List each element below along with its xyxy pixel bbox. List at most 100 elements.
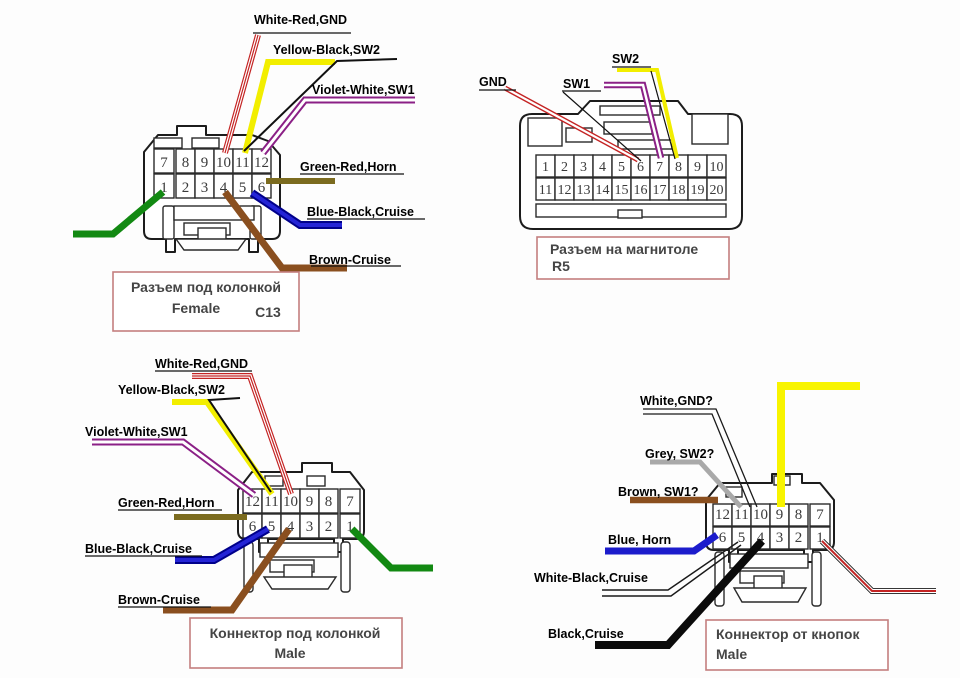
- caption-box: [112, 271, 300, 332]
- wire-label-gnd: White,GND?: [640, 394, 713, 408]
- connector-detail: [191, 137, 220, 149]
- pin-grid: 1 2 3 4 5 6 7 8 9 10 11 12 13 14 15 16 1…: [535, 154, 727, 201]
- pin-number: 3: [580, 160, 587, 175]
- wire-brown-cruise: [222, 189, 347, 272]
- connector-detail: [306, 475, 326, 487]
- caption-subtitle: Male: [274, 645, 305, 661]
- wire-label-cruise-white-black: White-Black,Cruise: [534, 571, 648, 585]
- caption-box: [189, 617, 403, 669]
- pin-number: 6: [249, 519, 257, 535]
- wire-label-sw2: Grey, SW2?: [645, 447, 714, 461]
- wire-red-white-pin1: [819, 538, 936, 594]
- pin-number: 11: [539, 183, 552, 198]
- pin-number: 12: [715, 507, 730, 523]
- pin-number: 12: [558, 183, 572, 198]
- connector-lock: [283, 564, 313, 579]
- pin-number: 16: [634, 183, 648, 198]
- caption-subtitle: R5: [552, 258, 570, 274]
- pin-number: 7: [816, 507, 824, 523]
- wire-label-horn: Green-Red,Horn: [300, 160, 397, 174]
- pin-number: 5: [618, 160, 625, 175]
- pin-cell: [788, 503, 809, 527]
- wire-label-cruise-brown: Brown-Cruise: [309, 253, 391, 267]
- connector-base: [262, 576, 338, 590]
- pin-number: 3: [201, 180, 209, 196]
- connector-detail: [603, 121, 653, 135]
- pin-number: 19: [691, 183, 705, 198]
- pin-grid: 12 11 10 9 8 7 6 5 4 3 2 1: [712, 503, 831, 550]
- caption-title: Разъем на магнитоле: [550, 241, 698, 257]
- pin-number: 2: [561, 160, 568, 175]
- wire-label-sw1: Violet-White,SW1: [85, 425, 188, 439]
- pin-number: 15: [615, 183, 629, 198]
- wire-label-sw1: Violet-White,SW1: [312, 83, 415, 97]
- wire-blue-horn: [605, 532, 719, 555]
- pin-number: 10: [710, 160, 724, 175]
- pin-number: 7: [656, 160, 663, 175]
- connector-radio-r5: 1 2 3 4 5 6 7 8 9 10 11 12 13 14 15 16 1…: [519, 100, 743, 230]
- pin-number: 6: [637, 160, 644, 175]
- connector-base-notch: [617, 209, 643, 219]
- connector-c13-female: 7 8 9 10 11 12 1 2 3 4 5 6: [143, 125, 281, 253]
- wire-green-pin1: [349, 526, 433, 572]
- pin-number: 10: [753, 507, 768, 523]
- wires-column-male: [85, 370, 433, 614]
- pin-number: 1: [816, 530, 824, 546]
- pin-number: 9: [694, 160, 701, 175]
- pin-number: 3: [776, 530, 784, 546]
- wire-white-red-gnd: [222, 34, 261, 154]
- wire-label-gnd: White-Red,GND: [155, 357, 248, 371]
- pin-number: 8: [182, 155, 190, 171]
- wire-label-horn: Blue, Horn: [608, 533, 671, 547]
- pin-number: 12: [254, 155, 269, 171]
- wire-yellow-black-sw2: [242, 58, 398, 154]
- caption-title: Разъем под колонкой: [131, 279, 281, 295]
- wire-green-pin1: [73, 189, 166, 238]
- wire-label-horn: Green-Red,Horn: [118, 496, 215, 510]
- wires-buttons-male: [595, 382, 936, 649]
- pin-number: 11: [734, 507, 748, 523]
- connector-base: [174, 238, 248, 251]
- wire-violet-white-sw1: [260, 96, 415, 156]
- connector-detail: [527, 117, 563, 147]
- wire-label-sw1: SW1: [563, 77, 590, 91]
- wires-c13-female: [73, 32, 425, 272]
- caption-box: [705, 619, 889, 671]
- pin-cell: [153, 148, 175, 174]
- wire-violet-white-sw1: [92, 438, 257, 498]
- pin-number: 4: [287, 519, 295, 535]
- connector-detail: [153, 137, 183, 149]
- connector-latch: [162, 205, 175, 240]
- wire-gnd: [503, 85, 642, 163]
- wire-white-gnd: [643, 408, 758, 508]
- caption-title: Коннектор под колонкой: [210, 625, 381, 641]
- wire-label-cruise-blue: Blue-Black,Cruise: [85, 542, 192, 556]
- caption-subtitle: Female: [172, 300, 220, 316]
- pin-number: 17: [653, 183, 667, 198]
- pin-cell: [788, 526, 809, 550]
- pin-number: 18: [672, 183, 686, 198]
- pin-number: 4: [599, 160, 606, 175]
- pin-number: 3: [306, 519, 314, 535]
- wire-label-cruise-blue: Blue-Black,Cruise: [307, 205, 414, 219]
- pin-cell: [706, 154, 727, 178]
- wire-sw1: [604, 81, 665, 159]
- connector-lock: [753, 575, 783, 590]
- pin-number: 5: [738, 530, 746, 546]
- pin-grid: 7 8 9 10 11 12 1 2 3 4 5 6: [153, 148, 272, 199]
- wire-label-sw2: Yellow-Black,SW2: [118, 383, 225, 397]
- pin-number: 14: [596, 183, 610, 198]
- wire-labels: White-Red,GND Yellow-Black,SW2 Violet-Wh…: [85, 13, 714, 641]
- pin-number: 6: [258, 180, 266, 196]
- pin-number: 10: [283, 494, 298, 510]
- pin-number: 8: [325, 494, 333, 510]
- pin-number: 5: [268, 519, 276, 535]
- wire-sw2: [617, 68, 679, 160]
- pin-number: 2: [325, 519, 333, 535]
- pin-number: 1: [346, 519, 354, 535]
- wire-blue-black-cruise: [175, 525, 270, 564]
- pin-number: 4: [757, 530, 765, 546]
- pin-number: 11: [264, 494, 278, 510]
- pin-number: 13: [577, 183, 591, 198]
